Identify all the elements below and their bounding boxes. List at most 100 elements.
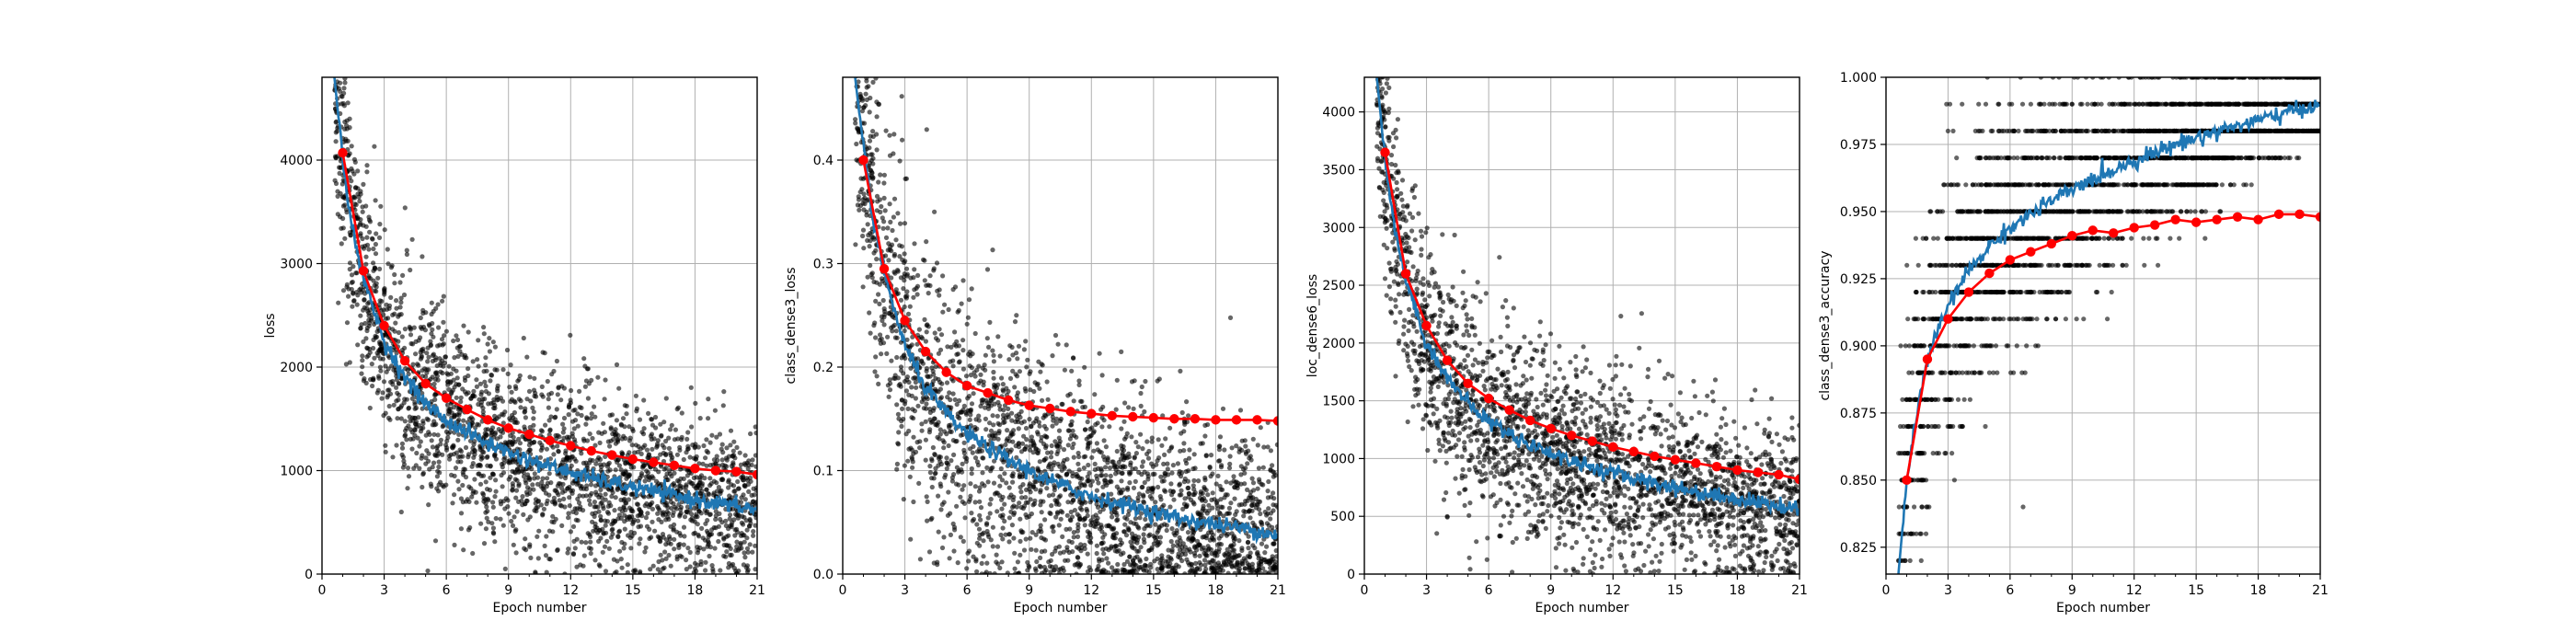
scatter-point: [371, 345, 376, 351]
scatter-point: [483, 384, 489, 389]
scatter-point: [1151, 534, 1156, 539]
scatter-point: [870, 79, 876, 85]
scatter-point: [914, 385, 919, 390]
scatter-point: [448, 452, 454, 457]
scatter-point: [1168, 538, 1174, 545]
scatter-point: [545, 378, 550, 385]
series-marker: [482, 415, 493, 425]
scatter-point: [1155, 567, 1160, 572]
scatter-point: [981, 538, 986, 544]
scatter-point: [523, 406, 528, 411]
scatter-point: [723, 523, 729, 529]
scatter-point: [608, 535, 615, 540]
scatter-point: [1201, 545, 1206, 550]
scatter-point: [649, 417, 654, 422]
scatter-point: [500, 430, 506, 435]
scatter-point: [1248, 515, 1253, 521]
scatter-point: [429, 311, 434, 317]
scatter-point: [408, 332, 414, 338]
scatter-point: [1227, 461, 1233, 466]
scatter-point: [1101, 551, 1107, 557]
scatter-point: [430, 358, 435, 364]
scatter-point: [980, 481, 985, 487]
scatter-point: [588, 457, 593, 463]
x-tick-label: 3: [380, 583, 388, 598]
scatter-point: [862, 64, 867, 69]
scatter-point: [650, 563, 656, 569]
scatter-point: [972, 374, 978, 379]
scatter-point: [753, 464, 757, 469]
scatter-point: [386, 403, 392, 409]
scatter-point: [992, 571, 997, 574]
scatter-point: [1155, 556, 1160, 562]
scatter-point: [865, 222, 870, 227]
scatter-point: [983, 367, 988, 373]
scatter-point: [913, 396, 919, 401]
scatter-point: [1157, 540, 1163, 546]
scatter-point: [668, 563, 673, 569]
scatter-point: [1056, 428, 1063, 433]
scatter-point: [559, 486, 565, 491]
scatter-point: [466, 416, 473, 421]
scatter-point: [675, 405, 682, 410]
scatter-point: [362, 291, 368, 296]
scatter-point: [966, 297, 972, 303]
scatter-point: [1208, 560, 1213, 566]
scatter-point: [698, 558, 704, 565]
scatter-point: [1182, 496, 1188, 501]
scatter-point: [351, 298, 357, 304]
scatter-point: [1006, 485, 1012, 490]
scatter-point: [588, 550, 593, 557]
scatter-point: [377, 339, 383, 345]
scatter-point: [1006, 495, 1012, 500]
scatter-point: [908, 365, 914, 371]
scatter-point: [616, 385, 622, 391]
scatter-point: [449, 444, 455, 450]
scatter-point: [1048, 454, 1054, 460]
scatter-point: [373, 333, 378, 339]
scatter-point: [434, 474, 440, 479]
scatter-point: [440, 452, 445, 457]
scatter-point: [728, 428, 734, 433]
scatter-point: [880, 297, 886, 304]
scatter-point: [1038, 369, 1043, 374]
scatter-point: [510, 481, 515, 487]
scatter-point: [430, 374, 435, 380]
series-marker: [503, 423, 513, 433]
scatter-point: [463, 444, 469, 451]
scatter-point: [483, 355, 489, 361]
scatter-point: [1066, 468, 1072, 474]
scatter-point: [1149, 439, 1155, 444]
scatter-point: [578, 562, 583, 568]
scatter-point: [1180, 548, 1186, 554]
scatter-point: [360, 209, 365, 214]
scatter-point: [1001, 459, 1006, 465]
scatter-point: [894, 354, 900, 361]
scatter-point: [742, 539, 747, 545]
scatter-point: [666, 552, 672, 558]
scatter-point: [969, 401, 975, 407]
scatter-point: [604, 510, 611, 515]
scatter-point: [540, 476, 546, 481]
scatter-point: [895, 375, 902, 381]
scatter-point: [730, 462, 736, 467]
scatter-point: [358, 326, 363, 331]
scatter-point: [576, 500, 582, 506]
scatter-point: [865, 237, 870, 243]
scatter-point: [470, 445, 476, 451]
scatter-point: [410, 341, 416, 347]
scatter-point: [620, 451, 626, 456]
scatter-point: [1009, 418, 1015, 423]
scatter-point: [998, 532, 1004, 538]
scatter-point: [1115, 561, 1121, 568]
scatter-point: [429, 484, 434, 489]
scatter-point: [894, 335, 900, 340]
scatter-point: [1085, 551, 1090, 557]
scatter-point: [592, 404, 597, 409]
scatter-point: [1099, 373, 1105, 378]
scatter-point: [1023, 388, 1029, 394]
scatter-point: [589, 411, 594, 417]
scatter-point: [1152, 471, 1157, 477]
series-marker: [358, 266, 369, 276]
scatter-point: [1000, 382, 1006, 387]
